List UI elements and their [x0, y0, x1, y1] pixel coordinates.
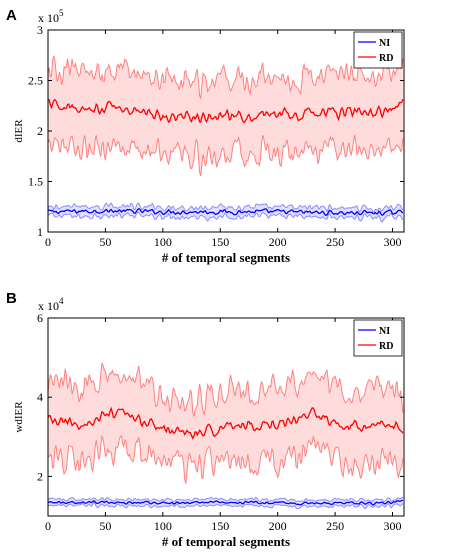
- band-ni: [48, 203, 403, 223]
- series-line-ni: [47, 208, 404, 217]
- legend: NI RD: [353, 31, 403, 69]
- legend-box: [353, 319, 403, 357]
- x-tick-label: 50: [99, 519, 111, 533]
- y-axis-label: dIER: [13, 119, 25, 143]
- axis-exponent-label: x 105: [38, 8, 64, 25]
- lower-bound-line-ni: [47, 211, 404, 223]
- y-tick-label: 1.5: [28, 175, 43, 189]
- x-tick-label: 0: [45, 519, 51, 533]
- lower-bound-line-rd: [47, 135, 404, 176]
- chart-panel-a: A 0 50 100 150 200 250 300 1 1.5 2 2.5 3x 105 # of te…: [6, 7, 405, 265]
- x-axis-label: # of temporal segments: [162, 534, 290, 549]
- axis-exponent-power: 5: [59, 8, 64, 18]
- x-axis-label: # of temporal segments: [162, 250, 290, 265]
- series-line-ni: [47, 499, 404, 506]
- x-tick-label: 300: [384, 519, 402, 533]
- x-tick-label: 100: [154, 235, 172, 249]
- x-tick-label: 50: [99, 235, 111, 249]
- y-axis-label: wdIER: [13, 401, 25, 433]
- x-tick-label: 100: [154, 519, 172, 533]
- upper-bound-line-ni: [47, 202, 404, 213]
- y-tick-label: 2: [37, 469, 43, 483]
- legend-label-ni: NI: [379, 326, 390, 337]
- x-tick-label: 0: [45, 235, 51, 249]
- x-tick-label: 250: [326, 235, 344, 249]
- legend-label-rd: RD: [379, 53, 393, 64]
- legend-label-ni: NI: [379, 38, 390, 49]
- upper-bound-line-rd: [47, 55, 404, 101]
- legend-label-rd: RD: [379, 341, 393, 352]
- lower-bound-line-rd: [47, 434, 404, 484]
- axis-exponent-label: x 104: [38, 296, 64, 313]
- x-tick-label: 150: [211, 519, 229, 533]
- y-tick-label: 1: [37, 225, 43, 239]
- upper-bound-line-ni: [47, 496, 404, 503]
- legend: NI RD: [353, 319, 403, 357]
- band-rd: [48, 362, 403, 484]
- x-tick-label: 150: [211, 235, 229, 249]
- legend-box: [353, 31, 403, 69]
- x-tick-label: 200: [269, 519, 287, 533]
- chart-panel-b: B 0 50 100 150 200 250 300 2 4 6x 104 # of temporal…: [6, 290, 405, 549]
- series-line-rd: [47, 406, 404, 440]
- y-tick-label: 3: [37, 23, 43, 37]
- plot-frame: [47, 317, 405, 517]
- panel-letter: A: [6, 7, 17, 24]
- x-tick-label: 250: [326, 519, 344, 533]
- y-tick-label: 2.5: [28, 74, 43, 88]
- x-tick-label: 300: [384, 235, 402, 249]
- series-line-rd: [47, 98, 404, 124]
- y-tick-label: 4: [37, 390, 43, 404]
- upper-bound-line-rd: [47, 362, 404, 417]
- axis-exponent-power: 4: [59, 296, 64, 306]
- panel-letter: B: [6, 290, 17, 307]
- y-tick-label: 2: [37, 124, 43, 138]
- lower-bound-line-ni: [47, 501, 404, 510]
- x-tick-label: 200: [269, 235, 287, 249]
- y-tick-label: 6: [37, 311, 43, 325]
